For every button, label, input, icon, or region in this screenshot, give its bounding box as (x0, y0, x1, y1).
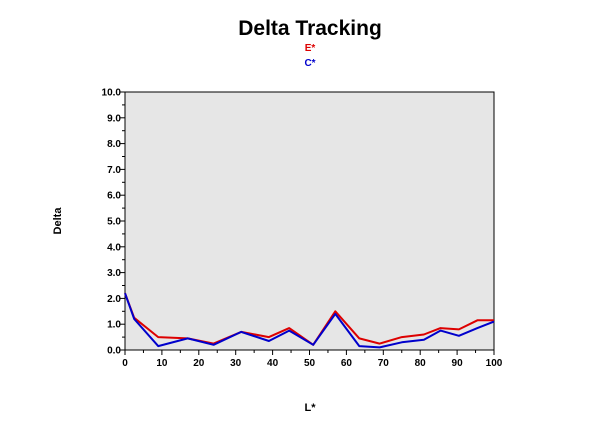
x-tick-label: 90 (452, 358, 464, 369)
x-tick-label: 10 (156, 358, 168, 369)
x-tick-label: 80 (415, 358, 427, 369)
legend-entry: C* (304, 58, 315, 69)
x-tick-label: 0 (122, 358, 128, 369)
y-tick-label: 0.0 (107, 346, 121, 357)
y-tick-label: 9.0 (107, 113, 121, 124)
series-line (124, 292, 495, 349)
y-tick-label: 8.0 (107, 139, 121, 150)
y-tick-label: 7.0 (107, 165, 121, 176)
chart-title: Delta Tracking (238, 17, 382, 40)
x-tick-label: 100 (486, 358, 503, 369)
x-tick-label: 60 (341, 358, 353, 369)
x-tick-label: 70 (378, 358, 390, 369)
x-axis: 0 10 20 30 40 50 60 70 80 90 100 (122, 350, 503, 369)
y-tick-label: 1.0 (107, 320, 121, 331)
y-axis-label: Delta (52, 207, 64, 235)
x-tick-label: 40 (267, 358, 279, 369)
y-tick-label: 4.0 (107, 242, 121, 253)
legend-entry: E* (305, 43, 316, 54)
y-tick-label: 10.0 (102, 88, 122, 99)
legend: E* C* (304, 43, 315, 69)
y-tick-label: 3.0 (107, 268, 121, 279)
x-tick-label: 50 (304, 358, 316, 369)
series-layer (124, 292, 495, 349)
x-axis-label: L* (305, 402, 317, 414)
y-axis: 0.0 1.0 2.0 3.0 4.0 5.0 6.0 7.0 8.0 9.0 10.0 (102, 88, 125, 357)
y-tick-label: 6.0 (107, 191, 121, 202)
plot-area (124, 91, 495, 351)
x-tick-label: 30 (230, 358, 242, 369)
x-tick-label: 20 (193, 358, 205, 369)
y-tick-label: 2.0 (107, 294, 121, 305)
y-tick-label: 5.0 (107, 217, 121, 228)
